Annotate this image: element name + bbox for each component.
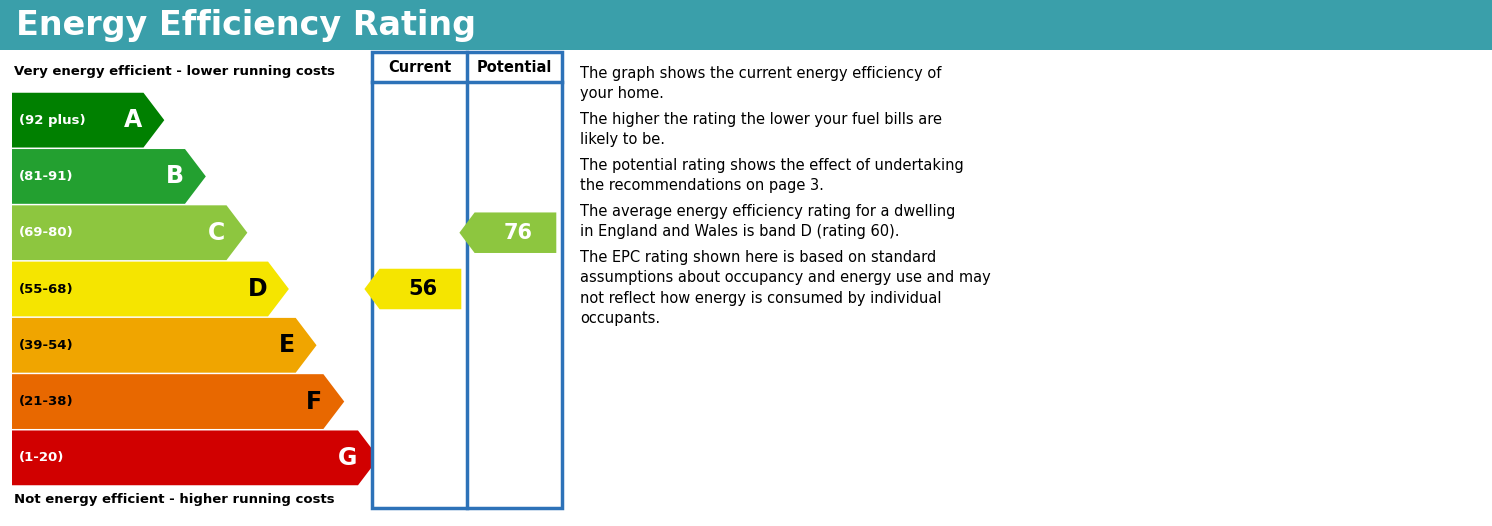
Text: The graph shows the current energy efficiency of
your home.: The graph shows the current energy effic… (580, 66, 941, 102)
Polygon shape (364, 269, 461, 309)
Text: 76: 76 (503, 222, 533, 242)
Text: The potential rating shows the effect of undertaking
the recommendations on page: The potential rating shows the effect of… (580, 158, 964, 194)
Polygon shape (12, 374, 345, 429)
Text: F: F (306, 390, 322, 413)
Text: Very energy efficient - lower running costs: Very energy efficient - lower running co… (13, 66, 336, 78)
Polygon shape (12, 93, 164, 147)
Polygon shape (12, 261, 289, 317)
Text: The EPC rating shown here is based on standard
assumptions about occupancy and e: The EPC rating shown here is based on st… (580, 250, 991, 326)
Text: (1-20): (1-20) (19, 451, 64, 464)
Text: E: E (279, 333, 295, 357)
Polygon shape (12, 318, 316, 373)
Bar (0, 0, 1492, 50)
Polygon shape (460, 213, 557, 253)
Bar (372, 52, 562, 508)
Polygon shape (12, 149, 206, 204)
Text: Potential: Potential (477, 59, 552, 75)
Text: Current: Current (388, 59, 451, 75)
Text: (92 plus): (92 plus) (19, 114, 85, 127)
Text: (55-68): (55-68) (19, 282, 73, 296)
Text: The average energy efficiency rating for a dwelling
in England and Wales is band: The average energy efficiency rating for… (580, 204, 955, 239)
Text: The higher the rating the lower your fuel bills are
likely to be.: The higher the rating the lower your fue… (580, 112, 941, 147)
Text: Not energy efficient - higher running costs: Not energy efficient - higher running co… (13, 493, 334, 507)
Text: (69-80): (69-80) (19, 226, 73, 239)
Text: 56: 56 (409, 279, 437, 299)
Text: (21-38): (21-38) (19, 395, 73, 408)
Polygon shape (12, 430, 379, 485)
Text: A: A (124, 108, 142, 132)
Text: Energy Efficiency Rating: Energy Efficiency Rating (16, 8, 476, 42)
Text: D: D (248, 277, 267, 301)
Text: (81-91): (81-91) (19, 170, 73, 183)
Text: B: B (166, 165, 184, 188)
Text: C: C (209, 221, 225, 245)
Polygon shape (12, 205, 248, 260)
Text: G: G (337, 446, 357, 470)
Text: (39-54): (39-54) (19, 339, 73, 352)
